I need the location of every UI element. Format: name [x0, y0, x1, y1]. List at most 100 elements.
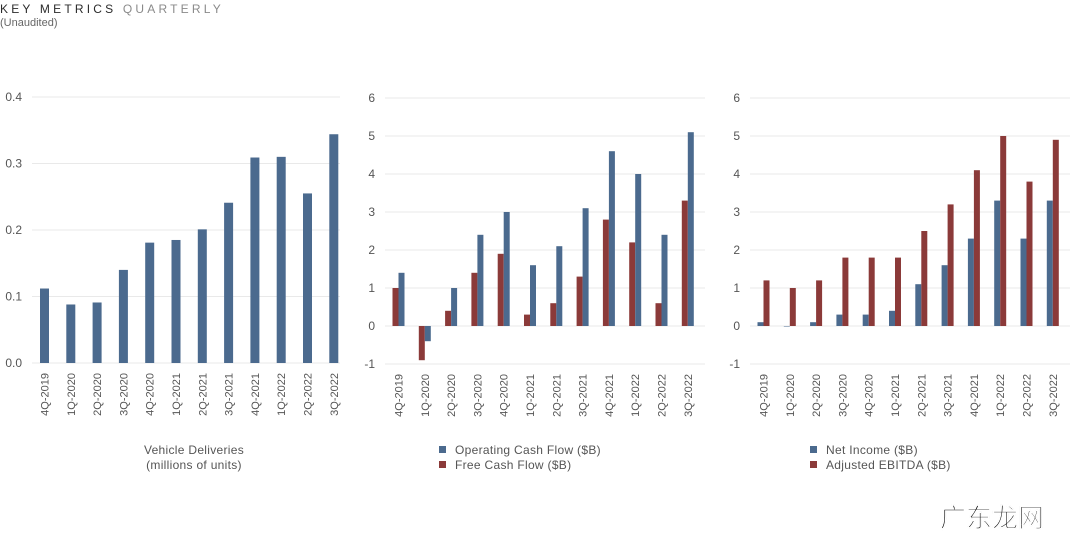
y-tick-label: 1: [733, 281, 740, 295]
x-tick-label: 3Q-2021: [578, 374, 590, 417]
bar-adjusted-ebitda-b: [789, 288, 796, 326]
x-tick-label: 4Q-2020: [145, 373, 157, 416]
x-tick-label: 1Q-2022: [630, 374, 642, 417]
x-tick-label: 4Q-2021: [604, 374, 616, 417]
bar-free-cash-flow-b: [471, 272, 478, 326]
bar-adjusted-ebitda-b: [1000, 136, 1007, 326]
x-tick-label: 1Q-2021: [525, 374, 537, 417]
bar-vehicle-deliveries: [118, 269, 128, 363]
y-tick-label: 0.4: [5, 90, 22, 104]
page-title: KEY METRICS QUARTERLY: [0, 2, 224, 16]
bar-vehicle-deliveries: [197, 229, 207, 363]
y-tick-label: 5: [368, 129, 375, 143]
bar-free-cash-flow-b: [655, 303, 662, 326]
y-tick-label: 0: [733, 319, 740, 333]
bar-operating-cash-flow-b: [635, 174, 642, 326]
bar-adjusted-ebitda-b: [947, 204, 954, 326]
y-tick-label: 1: [368, 281, 375, 295]
bar-vehicle-deliveries: [66, 304, 76, 363]
x-tick-label: 2Q-2021: [916, 374, 928, 417]
bar-adjusted-ebitda-b: [1026, 181, 1033, 326]
x-tick-label: 2Q-2021: [551, 374, 563, 417]
legend-swatch: [439, 461, 446, 468]
y-tick-label: -1: [729, 357, 740, 371]
y-tick-label: 5: [733, 129, 740, 143]
legend-swatch: [810, 461, 817, 468]
bar-net-income-b: [941, 265, 948, 326]
x-tick-label: 1Q-2020: [785, 374, 797, 417]
bar-vehicle-deliveries: [92, 302, 102, 363]
y-tick-label: 4: [368, 167, 375, 181]
bar-free-cash-flow-b: [497, 253, 504, 326]
y-tick-label: 0: [368, 319, 375, 333]
bar-free-cash-flow-b: [550, 303, 557, 326]
x-tick-label: 4Q-2019: [394, 374, 406, 417]
bar-vehicle-deliveries: [276, 156, 286, 363]
bar-net-income-b: [783, 326, 790, 327]
x-tick-label: 1Q-2020: [420, 374, 432, 417]
vehicle-deliveries-chart: 0.0 0.1 0.2 0.3 0.4 4Q-2019 1Q-2020 2Q-2020 3Q-2…: [5, 90, 341, 472]
x-tick-label: 4Q-2021: [969, 374, 981, 417]
legend-label: Net Income ($B): [826, 443, 918, 457]
x-tick-label: 4Q-2020: [864, 374, 876, 417]
bar-adjusted-ebitda-b: [816, 280, 823, 326]
legend-label: Adjusted EBITDA ($B): [826, 458, 951, 472]
bar-adjusted-ebitda-b: [763, 280, 770, 326]
bar-vehicle-deliveries: [171, 239, 181, 363]
x-tick-label: 2Q-2022: [303, 373, 315, 416]
bar-net-income-b: [915, 284, 922, 326]
watermark-logo: 广东龙网: [939, 504, 1045, 535]
bar-free-cash-flow-b: [418, 326, 425, 361]
x-tick-label: 2Q-2021: [197, 373, 209, 416]
y-tick-label: 3: [733, 205, 740, 219]
x-tick-label: 1Q-2020: [66, 373, 78, 416]
bar-free-cash-flow-b: [602, 219, 609, 326]
x-tick-label: 3Q-2022: [1048, 374, 1060, 417]
bar-adjusted-ebitda-b: [921, 231, 928, 326]
y-tick-label: 0.1: [5, 290, 22, 304]
x-tick-label: 1Q-2022: [995, 374, 1007, 417]
bar-net-income-b: [889, 310, 895, 326]
legend-label: Free Cash Flow ($B): [455, 458, 571, 472]
x-tick-label: 2Q-2020: [811, 374, 823, 417]
x-tick-label: 1Q-2021: [890, 374, 902, 417]
bar-net-income-b: [862, 314, 869, 326]
x-tick-label: 3Q-2020: [837, 374, 849, 417]
x-tick-label: 1Q-2022: [276, 373, 288, 416]
y-tick-label: 0.2: [5, 223, 22, 237]
x-tick-label: 3Q-2022: [329, 373, 341, 416]
x-tick-label: 3Q-2021: [943, 374, 955, 417]
y-tick-label: 4: [733, 167, 740, 181]
bar-vehicle-deliveries: [250, 157, 260, 363]
chart-caption-line: (millions of units): [146, 458, 242, 472]
cash-flow-chart: -1 0 1 2 3 4 5 6 4Q-2019 1Q-2020 2Q-2020 3Q-2020 4Q-…: [364, 91, 705, 472]
bar-vehicle-deliveries: [145, 242, 155, 363]
bar-operating-cash-flow-b: [661, 234, 668, 326]
bar-operating-cash-flow-b: [530, 265, 536, 326]
bar-net-income-b: [967, 238, 974, 326]
x-tick-label: 4Q-2020: [499, 374, 511, 417]
title-light: QUARTERLY: [122, 2, 224, 16]
bar-vehicle-deliveries: [303, 193, 312, 363]
y-tick-label: 0.0: [5, 356, 22, 370]
y-tick-label: 0.3: [5, 157, 22, 171]
bar-net-income-b: [994, 200, 1001, 326]
bar-adjusted-ebitda-b: [868, 257, 875, 326]
legend-swatch: [439, 446, 446, 453]
bar-free-cash-flow-b: [524, 314, 530, 326]
x-tick-label: 3Q-2020: [118, 373, 130, 416]
bar-free-cash-flow-b: [392, 288, 399, 326]
bar-operating-cash-flow-b: [556, 246, 563, 326]
bar-operating-cash-flow-b: [477, 234, 484, 326]
bar-operating-cash-flow-b: [582, 208, 589, 326]
y-tick-label: 2: [733, 243, 740, 257]
page-subtitle: (Unaudited): [0, 17, 58, 29]
y-tick-label: 6: [733, 91, 740, 105]
legend-label: Operating Cash Flow ($B): [455, 443, 601, 457]
bar-operating-cash-flow-b: [503, 212, 510, 326]
bar-net-income-b: [757, 322, 764, 326]
x-tick-label: 3Q-2020: [472, 374, 484, 417]
bar-operating-cash-flow-b: [398, 272, 405, 326]
bar-vehicle-deliveries: [40, 288, 49, 363]
x-tick-label: 2Q-2020: [446, 374, 458, 417]
